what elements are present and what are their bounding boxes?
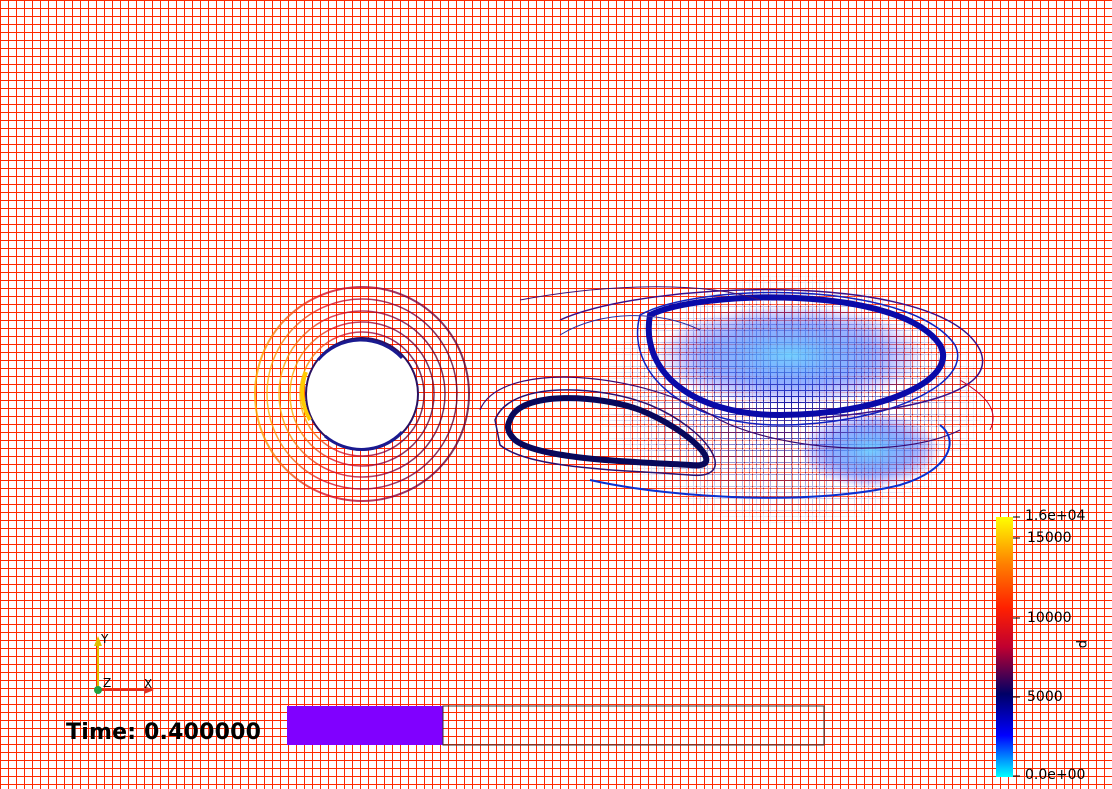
colorbar-tick-15000: 15000 — [1027, 530, 1072, 546]
vortex-streamlines — [479, 286, 994, 499]
time-annotation: Time: 0.400000 — [66, 720, 262, 745]
colorbar-tick-10000: 10000 — [1027, 610, 1072, 626]
cylinder-mesh-ring — [254, 286, 470, 502]
orientation-axes — [94, 636, 154, 694]
highlight-bar — [287, 706, 443, 745]
axis-z-label: Z — [103, 676, 112, 690]
colorbar-min-label: 0.0e+00 — [1025, 767, 1086, 783]
colorbar-tick-5000: 5000 — [1027, 689, 1063, 705]
colorbar-max-label: 1.6e+04 — [1025, 508, 1086, 524]
colorbar-scalar-title: p — [1075, 640, 1090, 649]
selection-outline — [442, 705, 825, 746]
axis-y-label: Y — [101, 632, 109, 646]
colorbar — [996, 517, 1013, 777]
axis-x-label: X — [144, 677, 153, 691]
